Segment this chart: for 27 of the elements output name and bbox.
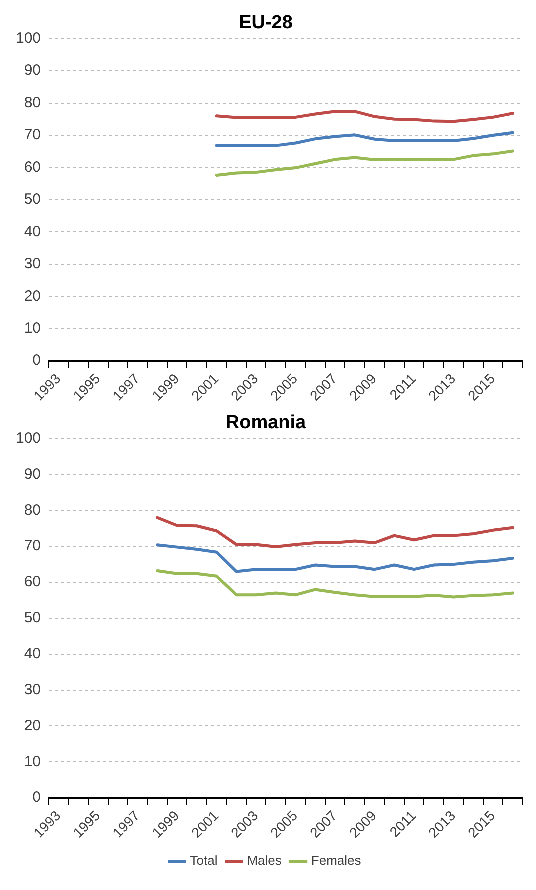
y-tick-label: 100 (16, 430, 42, 447)
y-tick-label: 0 (32, 352, 42, 370)
y-tick-label: 80 (24, 502, 42, 519)
y-tick-label: 60 (24, 574, 42, 591)
y-tick-label: 80 (24, 94, 42, 112)
y-tick-label: 20 (24, 717, 42, 734)
y-tick-label: 60 (24, 158, 42, 176)
legend-label: Males (247, 853, 282, 868)
y-tick-label: 20 (24, 288, 42, 305)
y-tick-label: 40 (24, 223, 42, 240)
y-tick-label: 90 (24, 466, 42, 483)
y-tick-label: 50 (24, 191, 42, 208)
y-tick-label: 50 (24, 610, 42, 627)
legend-label: Total (190, 853, 218, 868)
y-tick-label: 30 (24, 681, 42, 698)
y-tick-label: 30 (24, 256, 42, 273)
y-tick-label: 70 (24, 538, 42, 555)
y-tick-label: 90 (24, 62, 42, 80)
legend-label: Females (311, 853, 362, 868)
y-tick-label: 100 (16, 30, 42, 47)
y-tick-label: 40 (24, 646, 42, 663)
y-tick-label: 10 (24, 753, 42, 770)
y-tick-label: 70 (24, 126, 42, 144)
chart-title: Romania (226, 412, 307, 434)
y-tick-label: 0 (32, 789, 42, 806)
y-tick-label: 10 (24, 320, 42, 338)
chart-title: EU-28 (239, 12, 293, 34)
